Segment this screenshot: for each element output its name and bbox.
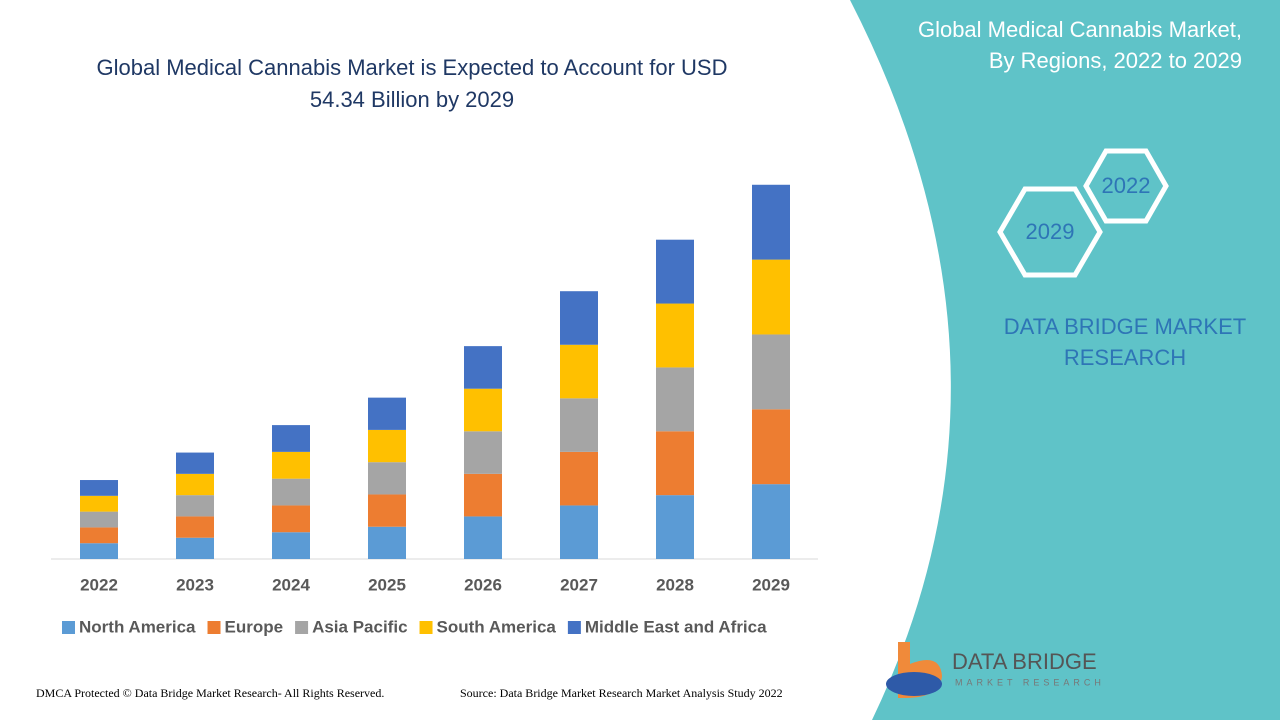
x-tick-label: 2026 <box>464 575 502 594</box>
x-tick-label: 2022 <box>80 575 118 594</box>
legend-swatch <box>62 621 75 634</box>
bar-segment <box>272 425 310 452</box>
bar-segment <box>464 388 502 432</box>
bar-segment <box>560 398 598 452</box>
bar-segment <box>752 259 790 335</box>
bar-segment <box>560 505 598 559</box>
footer-left: DMCA Protected © Data Bridge Market Rese… <box>36 686 385 700</box>
hexagon-label: 2029 <box>1026 219 1075 244</box>
legend-label: North America <box>79 617 196 636</box>
legend-label: Asia Pacific <box>312 617 407 636</box>
bar-segment <box>176 452 214 474</box>
bar-segment <box>752 409 790 485</box>
bar-segment <box>368 429 406 463</box>
bar-segment <box>752 184 790 260</box>
panel-title: Global Medical Cannabis Market, By Regio… <box>917 17 1242 73</box>
logo-tagline: MARKET RESEARCH <box>955 677 1105 687</box>
bar-segment <box>752 334 790 410</box>
legend-swatch <box>567 621 581 634</box>
bar-segment <box>464 431 502 474</box>
bar-segment <box>656 239 694 304</box>
bar-segment <box>464 473 502 517</box>
bar-segment <box>656 495 694 559</box>
bar-segment <box>368 526 406 559</box>
bar-segment <box>560 291 598 345</box>
x-tick-label: 2023 <box>176 575 214 594</box>
x-tick-label: 2025 <box>368 575 406 594</box>
x-tick-label: 2028 <box>656 575 694 594</box>
x-tick-label: 2027 <box>560 575 598 594</box>
bar-segment <box>80 543 118 559</box>
bar-segment <box>464 516 502 559</box>
bar-segment <box>176 473 214 496</box>
bar-segment <box>752 484 790 559</box>
x-tick-label: 2024 <box>272 575 310 594</box>
hexagon-label: 2022 <box>1102 173 1151 198</box>
bar-segment <box>272 478 310 506</box>
bar-segment <box>272 451 310 479</box>
bar-segment <box>368 462 406 495</box>
bar-segment <box>368 397 406 430</box>
bar-segment <box>560 451 598 506</box>
bar-segment <box>176 495 214 517</box>
legend-label: South America <box>437 617 557 636</box>
logo-mark <box>886 672 942 696</box>
bar-segment <box>656 367 694 432</box>
panel-brand: DATA BRIDGE MARKET RESEARCH <box>1003 314 1247 370</box>
bar-segment <box>176 516 214 538</box>
bar-segment <box>656 431 694 496</box>
bar-segment <box>560 344 598 399</box>
bar-segment <box>656 303 694 368</box>
legend-swatch <box>419 621 433 634</box>
chart-title: Global Medical Cannabis Market is Expect… <box>96 55 728 112</box>
bar-segment <box>272 505 310 533</box>
bar-segment <box>272 532 310 559</box>
logo-name: DATA BRIDGE <box>952 649 1097 674</box>
hexagon <box>1083 148 1169 224</box>
side-panel <box>850 0 1280 720</box>
footer-right: Source: Data Bridge Market Research Mark… <box>460 686 783 700</box>
bar-segment <box>80 495 118 512</box>
bar-segment <box>80 527 118 544</box>
legend-swatch <box>207 621 221 634</box>
bar-segment <box>176 537 214 559</box>
hexagon <box>997 186 1103 278</box>
bar-segment <box>80 511 118 528</box>
bar-segment <box>464 346 502 389</box>
x-tick-label: 2029 <box>752 575 790 594</box>
legend-swatch <box>295 621 309 634</box>
legend-label: Middle East and Africa <box>585 617 767 636</box>
bar-segment <box>80 480 118 496</box>
bar-segment <box>368 494 406 527</box>
legend-label: Europe <box>225 617 284 636</box>
